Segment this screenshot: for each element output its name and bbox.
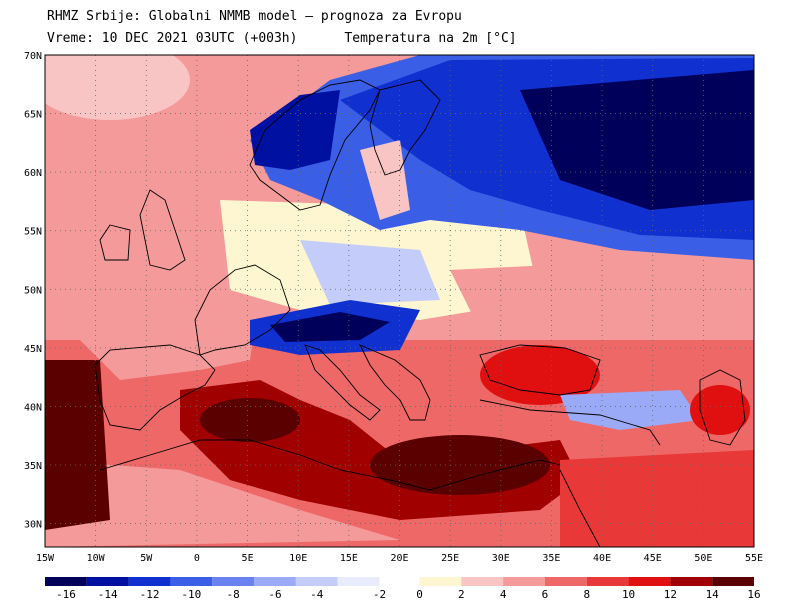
legend-label: -6 bbox=[268, 588, 281, 600]
lon-label: 10E bbox=[289, 553, 307, 564]
lat-label: 65N bbox=[24, 110, 42, 121]
legend-label: 16 bbox=[747, 588, 760, 600]
legend-swatch bbox=[503, 577, 545, 586]
lon-label: 55E bbox=[745, 553, 763, 564]
coastlines bbox=[94, 79, 746, 548]
legend-label: -8 bbox=[227, 588, 240, 600]
legend-swatch bbox=[254, 577, 296, 586]
legend-label: 0 bbox=[416, 588, 423, 600]
legend-label: 4 bbox=[500, 588, 507, 600]
legend-label: -4 bbox=[310, 588, 324, 600]
legend-label: 14 bbox=[706, 588, 720, 600]
legend-label: 12 bbox=[664, 588, 677, 600]
lon-label: 30E bbox=[492, 553, 510, 564]
lat-label: 35N bbox=[24, 461, 42, 472]
map-title: RHMZ Srbije: Globalni NMMB model – progn… bbox=[47, 9, 462, 24]
legend-swatch bbox=[419, 577, 462, 586]
legend-label: -14 bbox=[98, 588, 118, 600]
longitude-labels: 15W 10W 5W 0 5E 10E 15E 20E 25E 30E 35E 40E 45E 50E 55… bbox=[36, 553, 763, 564]
lat-label: 60N bbox=[24, 168, 42, 179]
lon-label: 5W bbox=[140, 553, 153, 564]
lat-label: 70N bbox=[24, 51, 42, 62]
lon-label: 10W bbox=[87, 553, 106, 564]
legend-label: 6 bbox=[542, 588, 549, 600]
legend-swatch bbox=[461, 577, 504, 586]
lon-label: 20E bbox=[390, 553, 408, 564]
legend-swatch bbox=[586, 577, 629, 586]
legend-label: 2 bbox=[458, 588, 465, 600]
lon-label: 0 bbox=[194, 553, 200, 564]
legend-swatch bbox=[86, 577, 129, 586]
lat-label: 40N bbox=[24, 402, 42, 413]
color-legend: -16 -14 -12 -10 -8 -6 -4 -2 0 2 4 6 8 10 12 14 16 bbox=[45, 577, 761, 600]
lon-label: 15W bbox=[36, 553, 55, 564]
legend-swatch bbox=[544, 577, 587, 586]
legend-label: -10 bbox=[181, 588, 201, 600]
map-frame bbox=[44, 54, 755, 548]
map-subtitle: Vreme: 10 DEC 2021 03UTC (+003h) Tempera… bbox=[47, 31, 517, 46]
lon-label: 15E bbox=[340, 553, 358, 564]
legend-label: 10 bbox=[622, 588, 635, 600]
legend-swatch bbox=[45, 577, 87, 586]
lat-label: 45N bbox=[24, 344, 42, 355]
latitude-labels: 70N 65N 60N 55N 50N 45N 40N 35N 30N bbox=[24, 51, 42, 531]
lon-label: 5E bbox=[242, 553, 254, 564]
legend-swatch bbox=[712, 577, 754, 586]
lon-label: 50E bbox=[694, 553, 712, 564]
map-field bbox=[45, 55, 754, 547]
legend-label: -2 bbox=[373, 588, 386, 600]
legend-label: 8 bbox=[583, 588, 590, 600]
legend-swatch bbox=[337, 577, 380, 586]
lon-label: 25E bbox=[441, 553, 459, 564]
lat-label: 50N bbox=[24, 285, 42, 296]
legend-label: -16 bbox=[56, 588, 76, 600]
lat-label: 30N bbox=[24, 520, 42, 531]
lon-label: 35E bbox=[542, 553, 560, 564]
legend-swatch bbox=[670, 577, 713, 586]
legend-swatch bbox=[212, 577, 255, 586]
lon-label: 40E bbox=[593, 553, 611, 564]
legend-swatch bbox=[128, 577, 171, 586]
lat-label: 55N bbox=[24, 227, 42, 238]
lon-label: 45E bbox=[644, 553, 662, 564]
legend-swatch bbox=[628, 577, 671, 586]
legend-swatch bbox=[295, 577, 338, 586]
legend-label: -12 bbox=[140, 588, 160, 600]
legend-swatch bbox=[170, 577, 213, 586]
